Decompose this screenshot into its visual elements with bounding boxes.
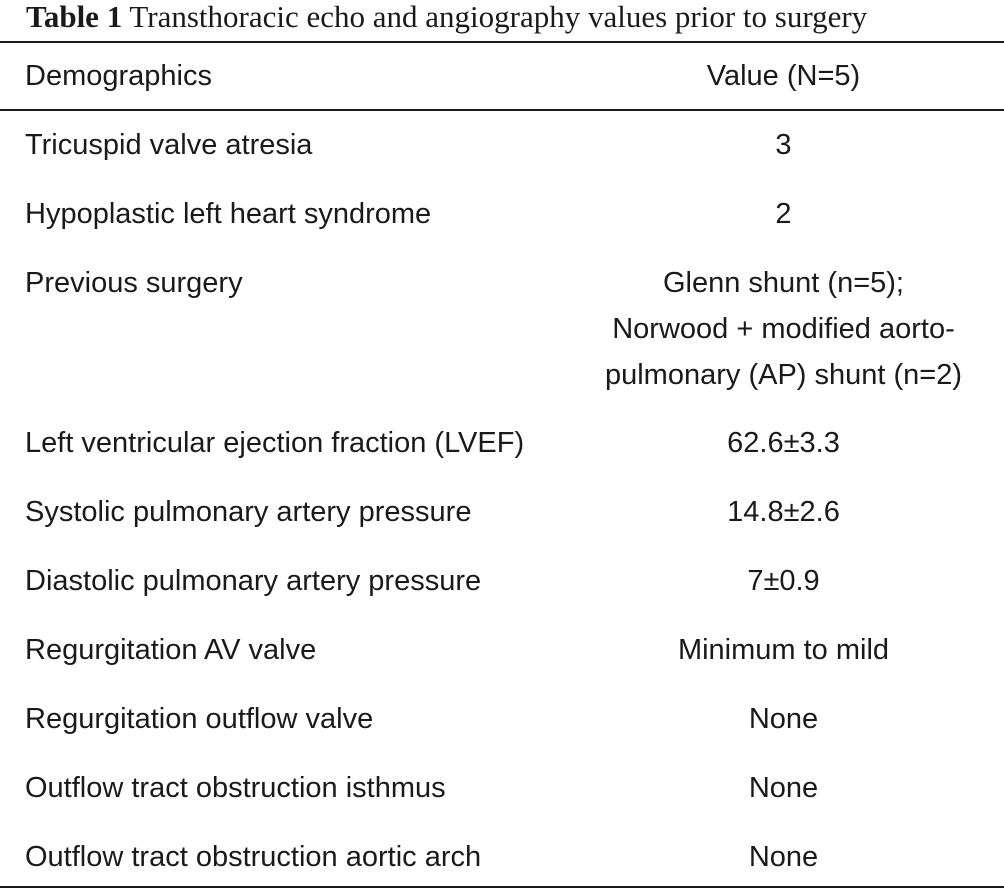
row-value: None [748, 703, 819, 735]
row-value: None [748, 841, 819, 873]
row-label: Diastolic pulmonary artery pressure [25, 565, 482, 597]
row-label: Regurgitation AV valve [25, 634, 317, 666]
row-label: Regurgitation outflow valve [25, 703, 374, 735]
row-label: Hypoplastic left heart syndrome [25, 198, 432, 230]
table-caption-text: Transthoracic echo and angiography value… [129, 0, 868, 34]
row-label: Previous surgery [25, 267, 243, 299]
row-label: Left ventricular ejection fraction (LVEF… [25, 427, 525, 459]
table-caption: Table 1 Transthoracic echo and angiograp… [26, 0, 1004, 40]
row-value: Minimum to mild [677, 634, 890, 666]
table-header-rule [0, 109, 1004, 111]
row-value: 62.6±3.3 [727, 427, 840, 459]
row-value: 3 [775, 129, 792, 161]
row-label: Outflow tract obstruction aortic arch [25, 841, 482, 873]
table-top-rule [0, 41, 1004, 43]
table-bottom-rule [0, 886, 1004, 888]
table-caption-label: Table 1 [26, 0, 123, 34]
row-value: 14.8±2.6 [727, 496, 840, 528]
header-value: Value (N=5) [706, 60, 861, 92]
row-label: Outflow tract obstruction isthmus [25, 772, 446, 804]
row-value: 2 [775, 198, 792, 230]
row-label: Systolic pulmonary artery pressure [25, 496, 472, 528]
row-value: Glenn shunt (n=5); Norwood + modified ao… [604, 267, 963, 391]
row-value: 7±0.9 [747, 565, 820, 597]
row-label: Tricuspid valve atresia [25, 129, 313, 161]
header-demographics: Demographics [25, 60, 212, 92]
row-value: None [748, 772, 819, 804]
